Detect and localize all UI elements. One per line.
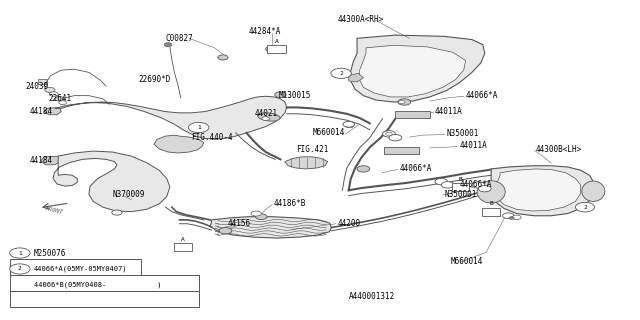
Circle shape bbox=[478, 186, 491, 192]
Bar bbox=[482, 208, 500, 216]
Polygon shape bbox=[41, 156, 61, 165]
Text: 44011A: 44011A bbox=[460, 141, 487, 150]
Circle shape bbox=[575, 202, 595, 212]
Circle shape bbox=[383, 131, 396, 137]
Text: B: B bbox=[489, 202, 493, 206]
Polygon shape bbox=[53, 151, 170, 212]
Text: A: A bbox=[275, 39, 278, 44]
Circle shape bbox=[398, 99, 411, 105]
Text: A: A bbox=[181, 236, 184, 242]
Text: N350001: N350001 bbox=[445, 190, 477, 199]
Text: 44066*A(05MY-05MY0407): 44066*A(05MY-05MY0407) bbox=[34, 266, 127, 272]
Polygon shape bbox=[495, 169, 580, 211]
Circle shape bbox=[509, 217, 514, 219]
Circle shape bbox=[55, 97, 64, 101]
Polygon shape bbox=[38, 79, 47, 84]
Circle shape bbox=[10, 248, 30, 258]
Circle shape bbox=[502, 213, 514, 219]
Circle shape bbox=[357, 166, 370, 172]
Bar bbox=[10, 275, 198, 291]
Circle shape bbox=[188, 123, 209, 132]
Text: 1: 1 bbox=[196, 125, 200, 130]
Text: 44186*B: 44186*B bbox=[274, 199, 307, 208]
Bar bbox=[10, 260, 141, 275]
Text: FIG.440-4: FIG.440-4 bbox=[191, 132, 232, 141]
Bar bbox=[173, 243, 191, 251]
Text: 44066*B(05MY0408-            ): 44066*B(05MY0408- ) bbox=[34, 282, 161, 288]
Circle shape bbox=[399, 100, 405, 104]
Polygon shape bbox=[154, 135, 204, 153]
Circle shape bbox=[442, 182, 454, 188]
Ellipse shape bbox=[258, 113, 280, 121]
Text: 44284*A: 44284*A bbox=[248, 28, 281, 36]
Text: FRONT: FRONT bbox=[44, 207, 63, 215]
Text: 1: 1 bbox=[18, 251, 22, 256]
Circle shape bbox=[59, 101, 67, 105]
Text: 44184: 44184 bbox=[29, 107, 52, 116]
Circle shape bbox=[435, 179, 448, 185]
Bar bbox=[384, 147, 419, 154]
Text: A440001312: A440001312 bbox=[349, 292, 395, 301]
Circle shape bbox=[255, 214, 267, 220]
Ellipse shape bbox=[582, 181, 605, 201]
Polygon shape bbox=[349, 73, 364, 82]
Circle shape bbox=[45, 87, 55, 92]
Text: 2: 2 bbox=[18, 267, 22, 271]
Text: 24039: 24039 bbox=[25, 82, 48, 91]
Text: N370009: N370009 bbox=[113, 190, 145, 199]
Circle shape bbox=[331, 68, 351, 78]
Polygon shape bbox=[210, 217, 332, 238]
Text: M130015: M130015 bbox=[278, 91, 311, 100]
Polygon shape bbox=[44, 108, 61, 115]
Text: 44200: 44200 bbox=[338, 219, 361, 228]
Circle shape bbox=[219, 228, 232, 234]
Text: 22641: 22641 bbox=[49, 94, 72, 103]
Text: N350001: N350001 bbox=[447, 129, 479, 138]
Polygon shape bbox=[491, 166, 593, 216]
Circle shape bbox=[251, 211, 261, 216]
Text: 44066*A: 44066*A bbox=[466, 91, 498, 100]
Text: 44021: 44021 bbox=[255, 109, 278, 118]
Circle shape bbox=[164, 43, 172, 47]
Text: 2: 2 bbox=[339, 71, 343, 76]
Text: M660014: M660014 bbox=[312, 128, 345, 137]
Circle shape bbox=[112, 210, 122, 215]
Polygon shape bbox=[360, 45, 466, 97]
Circle shape bbox=[386, 132, 392, 135]
Circle shape bbox=[49, 92, 58, 96]
Circle shape bbox=[10, 264, 30, 274]
Text: 44156: 44156 bbox=[227, 219, 250, 228]
Polygon shape bbox=[351, 35, 484, 102]
Text: M250076: M250076 bbox=[34, 249, 67, 258]
Circle shape bbox=[266, 46, 278, 52]
Bar bbox=[452, 183, 469, 191]
Circle shape bbox=[275, 92, 286, 98]
Circle shape bbox=[389, 134, 402, 141]
Text: B: B bbox=[459, 177, 462, 182]
Polygon shape bbox=[285, 157, 328, 169]
Text: 22690*D: 22690*D bbox=[138, 75, 170, 84]
Circle shape bbox=[218, 55, 228, 60]
Bar bbox=[10, 291, 198, 307]
Ellipse shape bbox=[477, 181, 505, 203]
Text: 44066*A: 44066*A bbox=[400, 164, 432, 173]
Polygon shape bbox=[55, 96, 287, 139]
Text: FIG.421: FIG.421 bbox=[296, 145, 328, 154]
Text: 44011A: 44011A bbox=[435, 107, 463, 116]
Text: 44300B<LH>: 44300B<LH> bbox=[536, 145, 582, 154]
Circle shape bbox=[343, 122, 355, 127]
Bar bbox=[396, 111, 431, 118]
Circle shape bbox=[262, 117, 269, 121]
Circle shape bbox=[512, 215, 521, 220]
Text: 44066*A: 44066*A bbox=[460, 180, 492, 189]
Text: M660014: M660014 bbox=[451, 257, 483, 266]
Text: 44184: 44184 bbox=[29, 156, 52, 164]
Text: 44300A<RH>: 44300A<RH> bbox=[338, 15, 384, 24]
Text: C00827: C00827 bbox=[166, 34, 193, 43]
Bar bbox=[267, 45, 286, 53]
Circle shape bbox=[472, 182, 484, 188]
Text: 2: 2 bbox=[583, 205, 587, 210]
